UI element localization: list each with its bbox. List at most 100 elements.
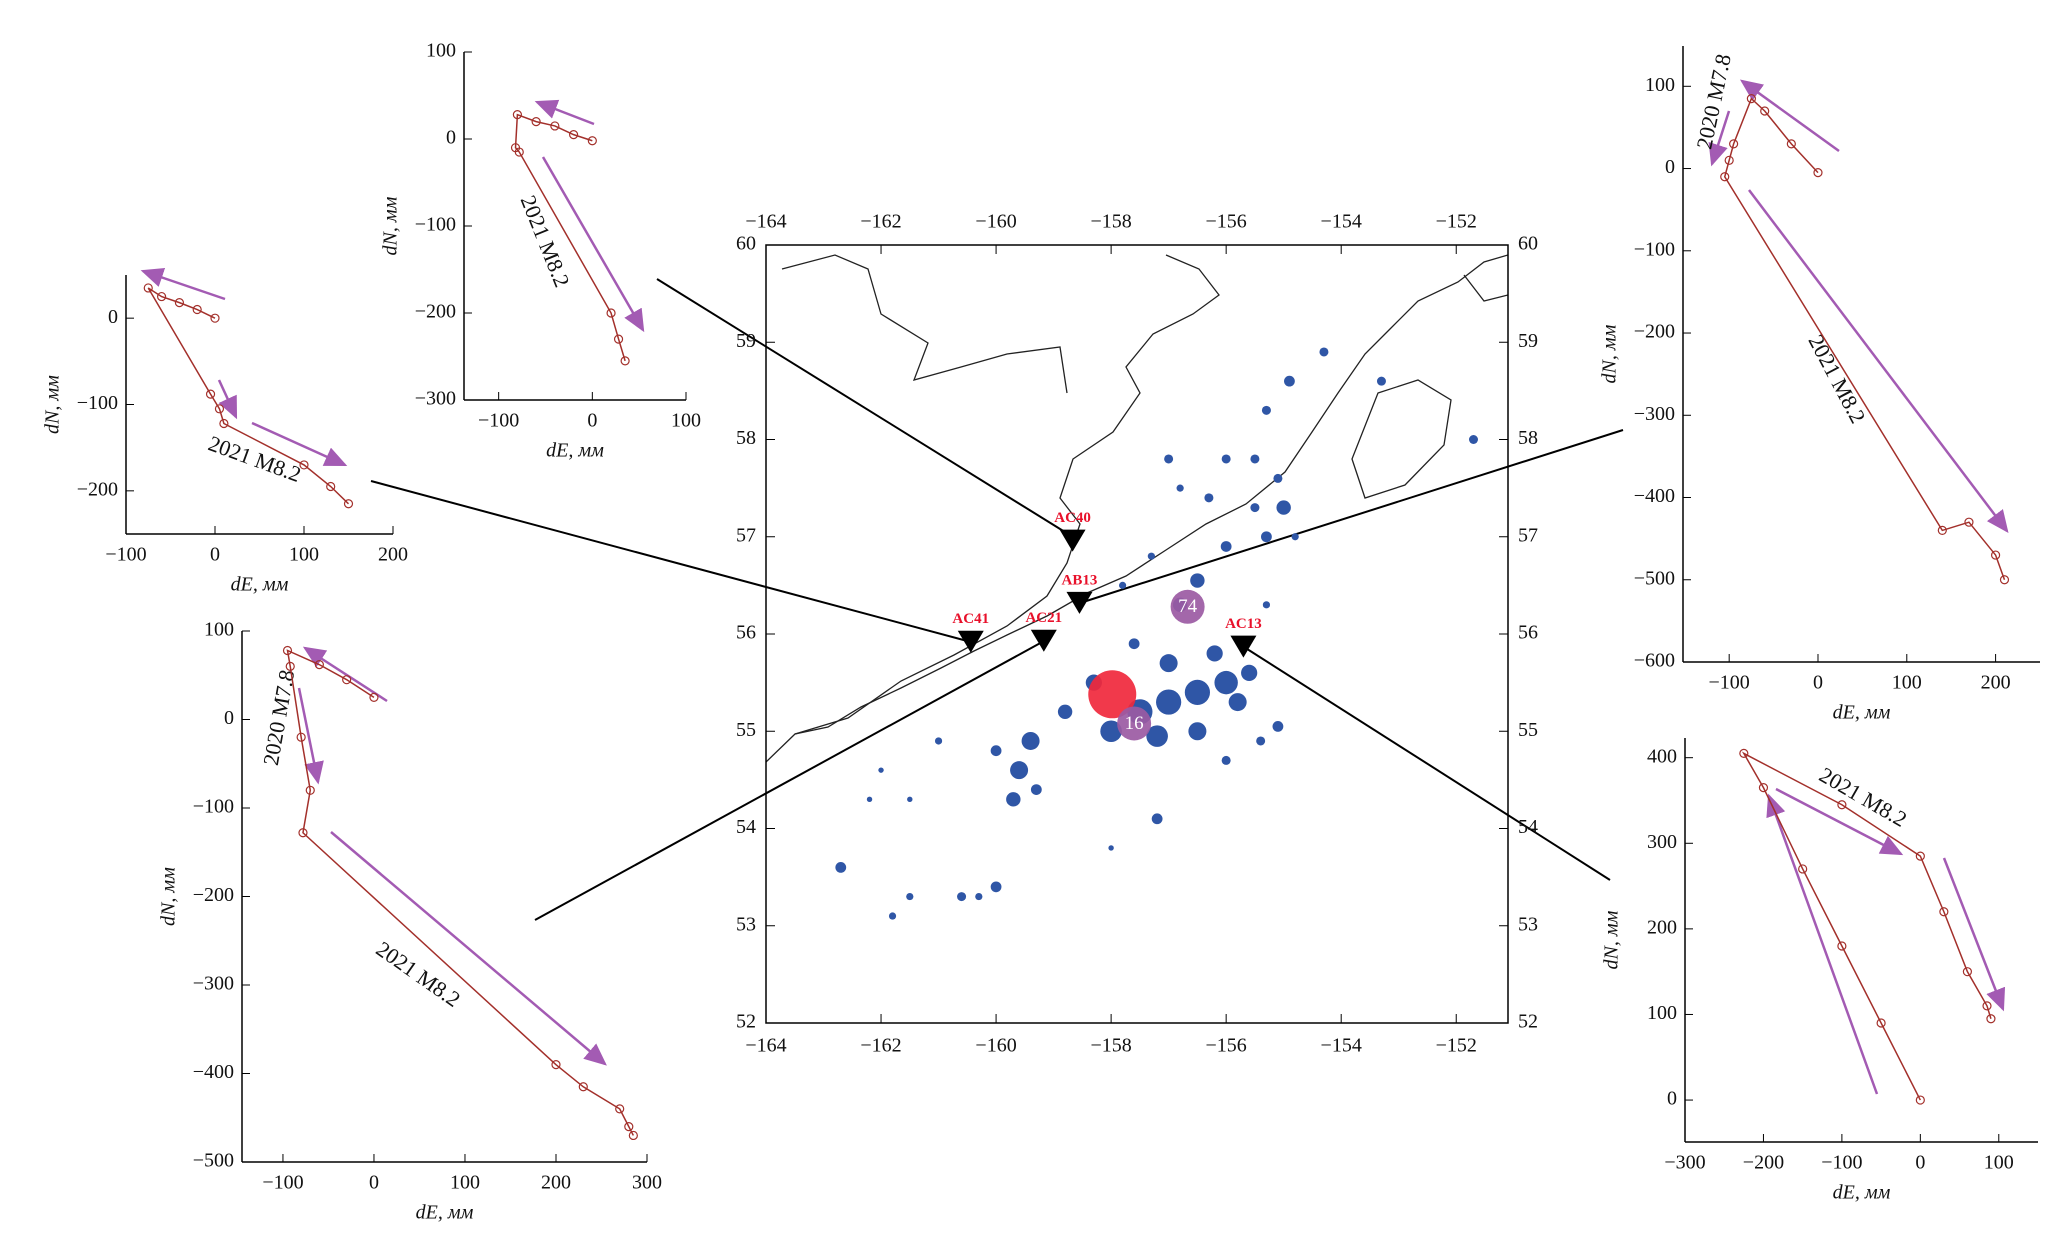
earthquake [1119,581,1127,589]
position [1962,967,1973,977]
x-tick-label: −154 [1321,1035,1362,1057]
x-tick-label: −158 [1090,1035,1131,1057]
position [512,110,522,120]
earthquake [1221,454,1231,464]
position [305,785,315,795]
y-tick-label: −200 [415,301,456,323]
position [1739,748,1749,759]
earthquake [1241,664,1258,682]
y-tick-label: 52 [736,1011,756,1033]
position [1837,800,1847,810]
x-tick-label: −100 [262,1172,303,1194]
x-tick-label: −160 [975,1035,1016,1057]
position [1986,1014,1996,1024]
y-tick-label: 54 [736,816,756,838]
position [1990,550,2001,560]
y-tick-label: −300 [1634,403,1675,425]
x-tick-label: −156 [1206,1035,1247,1057]
y-tick-label: 53 [1518,913,1538,935]
position [1720,172,1730,182]
position [1798,864,1808,874]
y-axis-label: dN, мм [42,375,64,434]
x-tick-label: −100 [1709,672,1750,694]
x-axis-label: dE, мм [416,1202,474,1224]
x-tick-label: −100 [478,410,519,432]
x-tick-label: 200 [541,1172,571,1194]
event [1088,670,1137,719]
y-tick-label: 200 [1647,916,1677,938]
position [514,147,524,157]
trajectory-line [286,649,635,1136]
seismicity [835,347,1478,920]
y-tick-label: −300 [193,973,234,995]
y-tick-label: −200 [1634,321,1675,343]
station [1030,629,1057,652]
y-tick-label: 58 [736,427,756,449]
station [1059,529,1086,552]
position [620,356,630,366]
earthquake [1190,573,1205,588]
y-tick-label: 0 [224,707,234,729]
position [578,1082,588,1092]
earthquake [1156,689,1182,715]
y-tick-label: −500 [193,1150,234,1172]
x-axis-label: dE, мм [1833,1182,1891,1204]
y-tick-label: 0 [1667,1088,1677,1110]
position [568,130,579,140]
y-tick-label: 100 [1645,74,1675,96]
map-frame [765,244,1509,1024]
trajectory-line [1741,751,1992,1101]
event-label: 16 [1125,713,1144,734]
earthquake [1468,435,1478,444]
y-tick-label: −100 [193,796,234,818]
y-axis-label: dN, мм [1601,910,1623,969]
earthquake [1376,376,1386,386]
station [1066,591,1093,614]
annotation: 2021 M8.2 [1803,330,1870,427]
coastline [766,254,1508,763]
motion-arrows [140,79,2009,1095]
earthquake [1250,503,1260,513]
connectors [370,278,1624,921]
position [1939,907,1949,917]
earthquake [1261,405,1271,415]
earthquake [1021,731,1040,750]
earthquake [990,745,1002,757]
earthquake [1184,679,1210,705]
y-tick-label: −400 [1634,485,1675,507]
position [1964,517,1974,527]
earthquake [835,862,847,873]
earthquake [878,767,884,773]
earthquake [1010,761,1029,780]
earthquake [975,892,983,901]
position [587,136,597,146]
x-tick-label: 100 [1984,1152,2014,1174]
position [299,460,309,470]
y-tick-label: −600 [1634,650,1675,672]
x-tick-label: −158 [1090,211,1131,233]
event-label: 74 [1178,596,1198,617]
y-tick-label: −100 [1634,238,1675,260]
x-tick-label: −300 [1664,1152,1705,1174]
y-tick-label: 55 [1518,719,1538,741]
y-tick-label: −400 [193,1061,234,1083]
earthquake [1204,493,1214,503]
y-tick-label: 57 [1518,524,1538,546]
earthquake [1214,670,1238,695]
trajectory-line [514,113,626,362]
earthquake [1030,784,1042,795]
position [1746,94,1756,104]
station-label: AC41 [952,611,989,627]
y-tick-label: 400 [1647,745,1677,767]
x-tick-label: −154 [1321,211,1362,233]
position [157,291,167,302]
y-tick-label: −200 [193,884,234,906]
y-tick-label: 55 [736,719,756,741]
station-label: AC40 [1054,510,1091,526]
earthquake [866,796,873,803]
position [1724,155,1734,165]
x-tick-label: −162 [860,1035,901,1057]
y-tick-label: 58 [1518,427,1538,449]
position [606,308,616,318]
